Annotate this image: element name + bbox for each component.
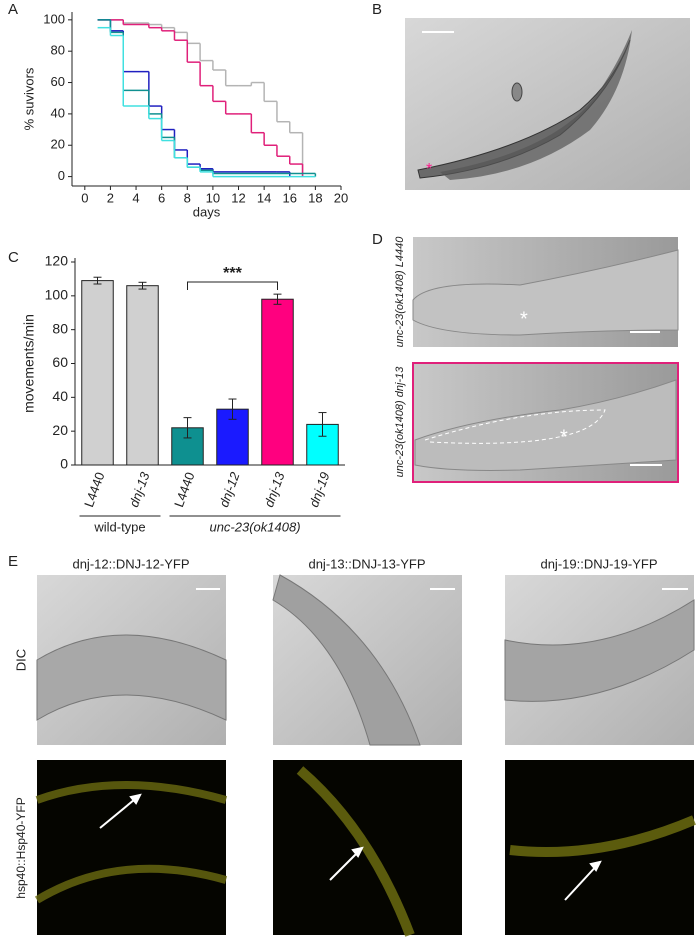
svg-text:*: *: [560, 426, 568, 448]
panel-label: D: [372, 231, 383, 248]
row-label: unc-23(ok1408) L4440: [394, 236, 406, 348]
micrograph-b: *: [405, 18, 690, 190]
micrograph-d: * *: [412, 237, 679, 483]
y-tick-label: 80: [51, 43, 65, 58]
x-tick-label: 16: [283, 190, 297, 205]
y-tick-label: 0: [60, 456, 68, 472]
x-tick-label: 8: [184, 190, 191, 205]
y-tick-label: 80: [52, 320, 68, 336]
y-tick-label: 0: [58, 168, 65, 183]
y-tick-label: 120: [45, 253, 69, 269]
y-tick-label: 100: [43, 11, 65, 26]
bar: [126, 285, 159, 466]
micrographs-e: [34, 574, 696, 937]
group-label: wild-type: [93, 519, 145, 534]
x-axis-label: days: [193, 204, 221, 219]
column-label: dnj-13::DNJ-13-YFP: [308, 556, 425, 571]
significance: ***: [223, 265, 242, 282]
y-tick-label: 20: [52, 422, 68, 438]
bar: [261, 298, 294, 466]
y-tick-label: 40: [52, 388, 68, 404]
panel-label: B: [372, 1, 382, 18]
panel-label: C: [8, 249, 19, 266]
row-label: DIC: [13, 649, 28, 671]
x-tick-label: 2: [107, 190, 114, 205]
y-axis-label: % suvivors: [21, 67, 36, 130]
y-tick-label: 60: [51, 74, 65, 89]
bar: [216, 408, 249, 466]
x-tick-label: L4440: [81, 470, 107, 509]
y-axis-label: movements/min: [21, 314, 37, 413]
x-tick-label: 6: [158, 190, 165, 205]
x-tick-label: 0: [81, 190, 88, 205]
x-tick-label: 14: [257, 190, 271, 205]
x-tick-label: dnj-19: [306, 470, 332, 509]
x-tick-label: L4440: [171, 470, 197, 509]
column-label: dnj-12::DNJ-12-YFP: [72, 556, 189, 571]
x-tick-label: 10: [206, 190, 220, 205]
panel-label: A: [8, 1, 18, 18]
y-tick-label: 20: [51, 137, 65, 152]
y-tick-label: 40: [51, 105, 65, 120]
group-label: unc-23(ok1408): [209, 519, 300, 534]
row-label: hsp40::Hsp40-YFP: [14, 797, 28, 898]
bar: [81, 280, 114, 466]
x-tick-label: 12: [231, 190, 245, 205]
svg-text:*: *: [426, 161, 432, 178]
x-tick-label: 18: [308, 190, 322, 205]
x-tick-label: 4: [132, 190, 139, 205]
x-tick-label: 20: [334, 190, 348, 205]
x-tick-label: dnj-12: [216, 469, 243, 509]
y-tick-label: 100: [45, 287, 69, 303]
column-label: dnj-19::DNJ-19-YFP: [540, 556, 657, 571]
panel-label: E: [8, 553, 18, 570]
significance-bracket: [187, 281, 278, 290]
row-label: unc-23(ok1408) dnj-13: [394, 366, 406, 478]
y-tick-label: 60: [52, 354, 68, 370]
svg-text:*: *: [520, 308, 528, 330]
x-tick-label: dnj-13: [126, 469, 153, 509]
x-tick-label: dnj-13: [261, 469, 288, 509]
